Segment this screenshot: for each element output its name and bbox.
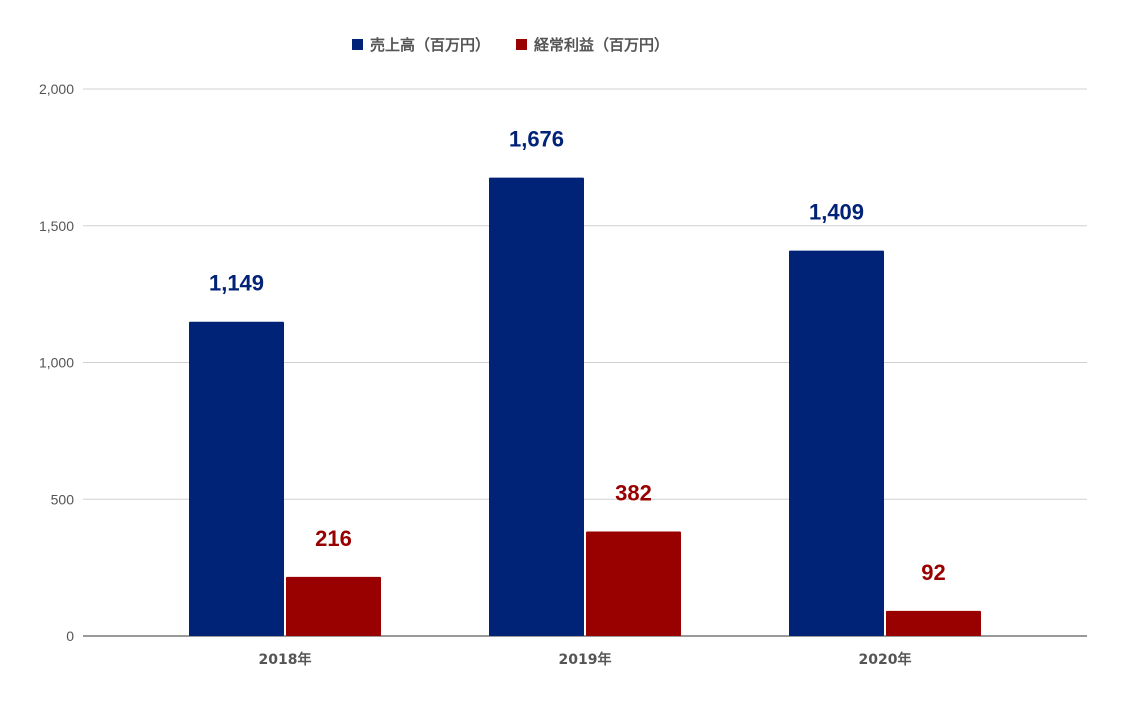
x-tick-label: 2020年 xyxy=(859,651,912,668)
legend-swatch-sales xyxy=(352,39,363,50)
data-labels: 1,149 216 1,676 382 1,409 92 xyxy=(209,127,946,585)
y-tick-label: 1,000 xyxy=(39,355,74,371)
bar-sales-2 xyxy=(789,250,884,637)
bar-ordinary-profit-2 xyxy=(886,610,981,636)
bar-ordinary-profit-0 xyxy=(286,576,381,636)
y-tick-label: 500 xyxy=(51,491,75,507)
legend: 売上高（百万円） 経常利益（百万円） xyxy=(352,36,669,54)
bar-sales-0 xyxy=(189,321,284,636)
data-label-sales: 1,409 xyxy=(809,200,864,225)
y-tick-label: 2,000 xyxy=(39,81,74,97)
data-label-ordinary-profit: 216 xyxy=(315,526,352,551)
x-axis-tick-labels: 2018年 2019年 2020年 xyxy=(259,651,912,668)
legend-label-sales: 売上高（百万円） xyxy=(370,36,490,54)
data-label-sales: 1,149 xyxy=(209,271,264,296)
data-label-ordinary-profit: 92 xyxy=(921,560,945,585)
bar-ordinary-profit-1 xyxy=(586,531,681,636)
data-label-ordinary-profit: 382 xyxy=(615,481,652,506)
y-tick-label: 1,500 xyxy=(39,218,74,234)
bars xyxy=(189,177,981,637)
legend-swatch-ordinary-profit xyxy=(516,39,527,50)
data-label-sales: 1,676 xyxy=(509,127,564,152)
x-tick-label: 2018年 xyxy=(259,651,312,668)
x-tick-label: 2019年 xyxy=(559,651,612,668)
legend-label-ordinary-profit: 経常利益（百万円） xyxy=(534,36,669,54)
y-axis-tick-labels: 0 500 1,000 1,500 2,000 xyxy=(39,81,74,644)
y-tick-label: 0 xyxy=(66,628,74,644)
bar-sales-1 xyxy=(489,177,584,636)
